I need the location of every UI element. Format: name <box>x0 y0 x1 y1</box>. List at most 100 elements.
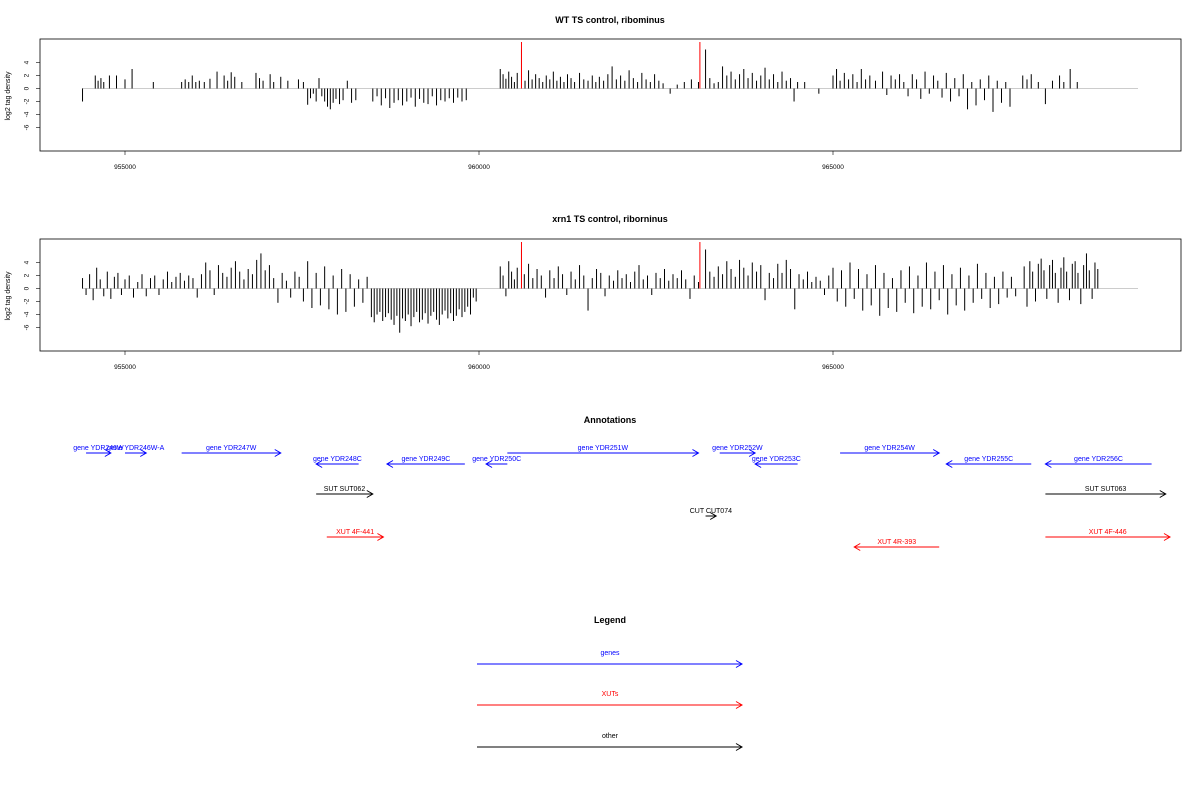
annotation-label: SUT SUT063 <box>1085 486 1127 493</box>
annotation-label: gene YDR252W <box>712 445 763 452</box>
annotation-feature: gene YDR252W <box>712 445 763 457</box>
annotation-label: XUT 4F-446 <box>1089 529 1127 536</box>
wt-highlight-markers <box>520 42 701 89</box>
annotation-arrowhead <box>692 449 700 457</box>
annotation-feature: SUT SUT063 <box>1045 486 1167 498</box>
annotation-label: SUT SUT062 <box>324 486 366 493</box>
annotation-label: gene YDR253C <box>752 456 801 463</box>
xrn1-y-tick-label: -2 <box>24 298 31 304</box>
annotation-label: CUT CUT074 <box>690 508 732 515</box>
wt-x-tick-label: 965000 <box>822 164 844 171</box>
legend: Legend genes XUTs other <box>477 615 743 751</box>
wt-x-tick-label: 960000 <box>468 164 490 171</box>
legend-swatch-arrowhead <box>735 701 743 709</box>
annotation-arrowhead <box>104 449 112 457</box>
annotation-arrowhead <box>485 460 493 468</box>
annotation-feature: gene YDR248C <box>313 456 362 468</box>
legend-swatch-arrowhead <box>735 660 743 668</box>
xrn1-x-tick-label: 960000 <box>468 364 490 371</box>
annotation-feature: CUT CUT074 <box>690 508 732 520</box>
annotation-feature: gene YDR253C <box>752 456 801 468</box>
xrn1-y-tick-label: -4 <box>24 311 31 317</box>
annotation-feature: gene YDR254W <box>840 445 941 457</box>
annotation-label: gene YDR247W <box>206 445 257 452</box>
annotation-label: XUT 4R-393 <box>877 539 916 546</box>
annotation-arrowhead <box>139 449 148 457</box>
xrn1-y-tick-label: -6 <box>24 324 31 330</box>
wt-y-tick-label: 0 <box>24 86 31 90</box>
annotation-arrowhead <box>377 533 385 541</box>
wt-coverage-panel: WT TS control, ribominus log2 tag densit… <box>5 15 1182 171</box>
wt-x-tick-label: 955000 <box>114 164 136 171</box>
annotation-label: gene YDR246W <box>73 445 124 452</box>
annotation-arrowhead <box>709 512 718 520</box>
xrn1-y-ticks: -6 -4 -2 0 2 4 <box>24 260 40 330</box>
xrn1-plot-frame <box>39 238 1182 352</box>
annotation-feature: gene YDR249C <box>385 456 465 468</box>
annotation-label: gene YDR246W-A <box>107 445 165 452</box>
annotation-arrowhead <box>932 449 941 457</box>
annotation-feature: SUT SUT062 <box>316 486 374 498</box>
annotation-arrowhead <box>1163 533 1171 541</box>
legend-label: other <box>602 733 619 740</box>
annotation-arrowhead <box>274 449 282 457</box>
xrn1-x-ticks: 955000 960000 965000 <box>114 351 844 371</box>
xrn1-x-tick-label: 965000 <box>822 364 844 371</box>
annotation-label: gene YDR248C <box>313 456 362 463</box>
wt-y-axis-label: log2 tag density <box>5 71 12 121</box>
xrn1-y-tick-label: 4 <box>24 260 31 264</box>
annotation-arrowhead <box>315 460 323 468</box>
wt-plot-frame <box>39 38 1182 152</box>
xrn1-bars <box>82 249 1099 333</box>
annotation-arrowhead <box>385 460 394 468</box>
legend-title: Legend <box>594 615 626 625</box>
xrn1-panel-title: xrn1 TS control, riborninus <box>552 214 668 224</box>
legend-swatch-arrowhead <box>735 743 743 751</box>
annotation-label: gene YDR251W <box>578 445 629 452</box>
annotation-arrowhead <box>1159 490 1167 498</box>
annotation-feature: gene YDR246W <box>73 445 124 457</box>
wt-y-tick-label: -6 <box>24 124 31 130</box>
annotation-feature: gene YDR250C <box>472 456 521 468</box>
annotation-arrowhead <box>754 460 762 468</box>
legend-entry: other <box>477 733 743 751</box>
xrn1-y-tick-label: 0 <box>24 286 31 290</box>
xrn1-y-axis-label: log2 tag density <box>5 271 12 321</box>
xrn1-x-tick-label: 955000 <box>114 364 136 371</box>
wt-y-tick-label: 4 <box>24 60 31 64</box>
annotation-label: gene YDR255C <box>964 456 1013 463</box>
annotation-arrowhead <box>853 543 861 551</box>
annotation-feature: XUT 4F-446 <box>1045 529 1171 541</box>
annotation-arrowhead <box>945 460 953 468</box>
annotation-feature: gene YDR247W <box>181 445 282 457</box>
wt-bars <box>82 49 1078 112</box>
legend-entries: genes XUTs other <box>477 650 743 751</box>
xrn1-highlight-markers <box>520 242 701 289</box>
annotation-label: gene YDR254W <box>864 445 915 452</box>
annotation-feature: XUT 4R-393 <box>853 539 940 551</box>
xrn1-y-tick-label: 2 <box>24 273 31 277</box>
wt-panel-title: WT TS control, ribominus <box>555 15 665 25</box>
annotation-arrowhead <box>1044 460 1052 468</box>
annotation-feature: gene YDR256C <box>1044 456 1152 468</box>
annotation-label: gene YDR250C <box>472 456 521 463</box>
legend-entry: genes <box>477 650 743 668</box>
annotation-arrowhead <box>366 490 374 498</box>
annotation-arrowhead <box>748 449 757 457</box>
wt-y-tick-label: -2 <box>24 98 31 104</box>
annotation-label: gene YDR249C <box>401 456 450 463</box>
legend-label: XUTs <box>602 691 619 698</box>
legend-label: genes <box>600 650 620 657</box>
annotation-feature: gene YDR255C <box>945 456 1032 468</box>
legend-entry: XUTs <box>477 691 743 709</box>
annotation-label: gene YDR256C <box>1074 456 1123 463</box>
wt-x-ticks: 955000 960000 965000 <box>114 151 844 171</box>
wt-y-ticks: -6 -4 -2 0 2 4 <box>24 60 40 130</box>
annotation-feature: gene YDR246W-A <box>107 445 165 457</box>
wt-y-tick-label: -4 <box>24 111 31 117</box>
annotation-feature: gene YDR251W <box>507 445 700 457</box>
annotations-title: Annotations <box>584 415 637 425</box>
